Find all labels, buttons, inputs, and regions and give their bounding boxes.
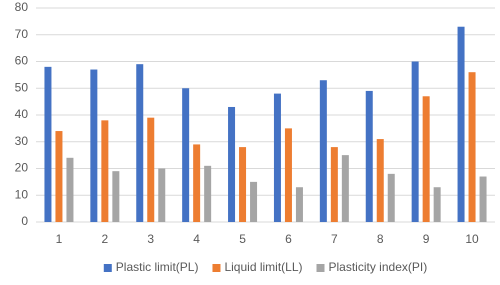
x-tick-label: 1: [56, 232, 63, 246]
bar: [457, 26, 465, 222]
bar: [228, 106, 236, 222]
bar: [158, 168, 166, 222]
bar: [147, 117, 155, 222]
y-tick-label: 0: [21, 214, 28, 228]
x-tick-label: 2: [102, 232, 109, 246]
bar: [376, 139, 384, 222]
x-tick-label: 6: [285, 232, 292, 246]
bar: [341, 155, 349, 222]
bar: [273, 93, 281, 222]
legend-swatch: [103, 264, 112, 272]
bar: [204, 165, 212, 222]
x-tick-label: 5: [239, 232, 246, 246]
y-tick-label: 50: [15, 80, 29, 94]
x-tick-label: 10: [465, 232, 479, 246]
y-tick-label: 10: [15, 187, 29, 201]
bar: [90, 69, 98, 223]
y-tick-label: 80: [15, 0, 29, 14]
bar: [136, 64, 144, 222]
bar: [250, 181, 258, 222]
bar: [284, 128, 292, 222]
y-tick-label: 40: [15, 107, 29, 121]
bar: [295, 187, 303, 222]
bar: [365, 90, 373, 222]
x-tick-label: 4: [193, 232, 200, 246]
legend-label: Plastic limit(PL): [116, 260, 199, 274]
bar: [319, 80, 327, 222]
x-tick-label: 7: [331, 232, 338, 246]
x-tick-label: 3: [147, 232, 154, 246]
legend-label: Liquid limit(LL): [224, 260, 302, 274]
bar: [44, 66, 52, 222]
bar: [422, 96, 430, 222]
bar: [387, 173, 395, 222]
y-tick-label: 20: [15, 161, 29, 175]
x-tick-label: 9: [423, 232, 430, 246]
bar: [479, 176, 487, 222]
bar: [411, 61, 419, 222]
bar: [101, 120, 109, 222]
bar: [193, 144, 201, 222]
bar: [112, 171, 120, 222]
legend-label: Plasticity index(PI): [329, 260, 428, 274]
bar: [239, 147, 247, 222]
bar: [330, 147, 338, 222]
legend-swatch: [212, 264, 221, 272]
bar: [55, 131, 63, 222]
y-tick-label: 70: [15, 27, 29, 41]
bar: [468, 72, 476, 222]
bar: [66, 157, 74, 222]
y-tick-label: 30: [15, 134, 29, 148]
legend-swatch: [316, 264, 325, 272]
x-tick-label: 8: [377, 232, 384, 246]
bar: [433, 187, 441, 222]
y-tick-label: 60: [15, 54, 29, 68]
bar: [182, 88, 190, 222]
